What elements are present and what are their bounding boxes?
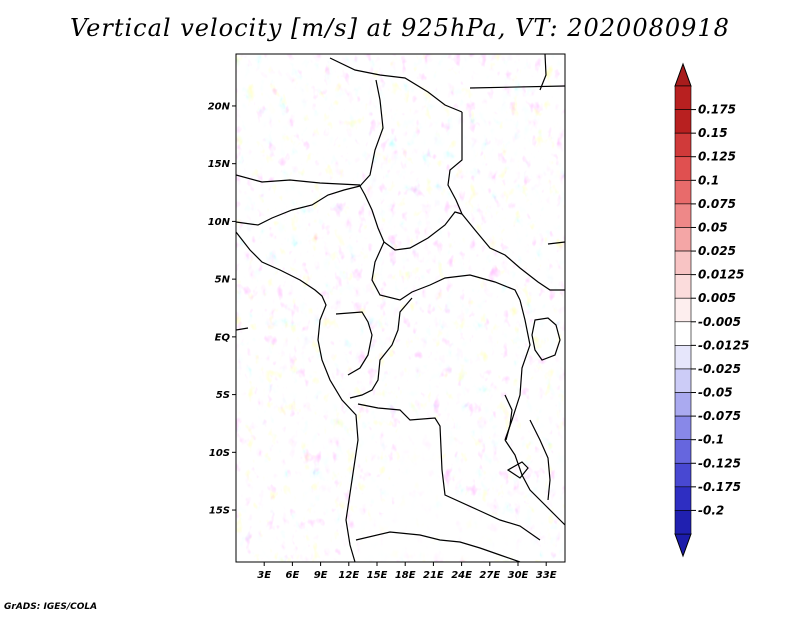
- lon-tick-label: 24E: [451, 570, 472, 581]
- lon-tick-label: 15E: [367, 570, 388, 581]
- colorbar-swatch: [674, 109, 692, 134]
- colorbar-label: 0.005: [698, 291, 736, 305]
- lat-tick-label: 5S: [216, 390, 230, 401]
- colorbar-label: -0.0125: [698, 338, 749, 352]
- lon-tick-label: 21E: [423, 570, 444, 581]
- colorbar-label: -0.05: [698, 386, 733, 400]
- colorbar-label: 0.0125: [698, 268, 744, 282]
- lon-tick-label: 18E: [395, 570, 416, 581]
- map-title: Vertical velocity [m/s] at 925hPa, VT: 2…: [70, 14, 730, 42]
- colorbar-label: -0.175: [698, 480, 741, 494]
- colorbar-swatch: [674, 415, 692, 440]
- colorbar-swatch: [674, 462, 692, 488]
- colorbar-label: -0.005: [698, 315, 741, 329]
- colorbar-swatch: [674, 345, 692, 370]
- colorbar-swatch: [674, 297, 692, 323]
- map-frame: [235, 53, 566, 563]
- colorbar-swatch: [674, 321, 692, 346]
- lat-tick-label: EQ: [215, 332, 231, 343]
- colorbar-swatch: [674, 486, 692, 511]
- colorbar-bottom-arrow: [674, 533, 692, 558]
- lat-tick-label: 10S: [209, 448, 230, 459]
- colorbar-label: 0.175: [698, 103, 736, 117]
- colorbar-label: -0.025: [698, 362, 741, 376]
- colorbar-swatch: [674, 250, 692, 275]
- colorbar-swatch: [674, 156, 692, 181]
- lon-tick-label: 30E: [508, 570, 529, 581]
- colorbar-swatch: [674, 203, 692, 228]
- lon-axis: 3E 6E 9E 12E 15E 18E 21E 24E 27E 30E 33E: [257, 562, 557, 581]
- colorbar-swatch: [674, 392, 692, 417]
- velocity-field: [236, 54, 565, 562]
- colorbar-label: 0.15: [698, 126, 728, 140]
- colorbar: 0.175 0.15 0.125 0.1 0.075 0.05 0.025 0.0125 0.0…: [674, 62, 749, 558]
- lon-tick-label: 12E: [338, 570, 359, 581]
- lat-tick-label: 15N: [208, 159, 231, 170]
- colorbar-top-arrow: [674, 62, 692, 87]
- borders: [236, 54, 565, 562]
- lon-tick-label: 33E: [536, 570, 557, 581]
- colorbar-swatch: [674, 132, 692, 158]
- colorbar-label: 0.05: [698, 220, 728, 234]
- colorbar-swatch: [674, 180, 692, 205]
- colorbar-swatch: [674, 439, 692, 464]
- colorbar-label: 0.075: [698, 197, 736, 211]
- colorbar-label: 0.025: [698, 244, 736, 258]
- credit-text: GrADS: IGES/COLA: [4, 602, 98, 612]
- colorbar-swatch: [674, 510, 692, 535]
- colorbar-label: -0.1: [698, 433, 724, 447]
- colorbar-swatch: [674, 85, 692, 110]
- lon-tick-label: 27E: [479, 570, 500, 581]
- colorbar-swatch: [674, 274, 692, 299]
- lon-tick-label: 9E: [314, 570, 328, 581]
- colorbar-label: -0.075: [698, 409, 741, 423]
- lat-tick-label: 10N: [208, 217, 231, 228]
- colorbar-swatch: [674, 227, 692, 252]
- lat-tick-label: 15S: [209, 506, 230, 517]
- colorbar-swatch: [674, 368, 692, 393]
- lon-tick-label: 6E: [286, 570, 300, 581]
- colorbar-label: -0.2: [698, 503, 724, 517]
- lat-axis: 20N 15N 10N 5N EQ 5S 10S 15S: [208, 101, 236, 517]
- lat-tick-label: 5N: [215, 275, 231, 286]
- colorbar-label: -0.125: [698, 456, 741, 470]
- colorbar-label: 0.1: [698, 173, 719, 187]
- lon-tick-label: 3E: [257, 570, 271, 581]
- lat-tick-label: 20N: [208, 101, 231, 112]
- colorbar-label: 0.125: [698, 150, 736, 164]
